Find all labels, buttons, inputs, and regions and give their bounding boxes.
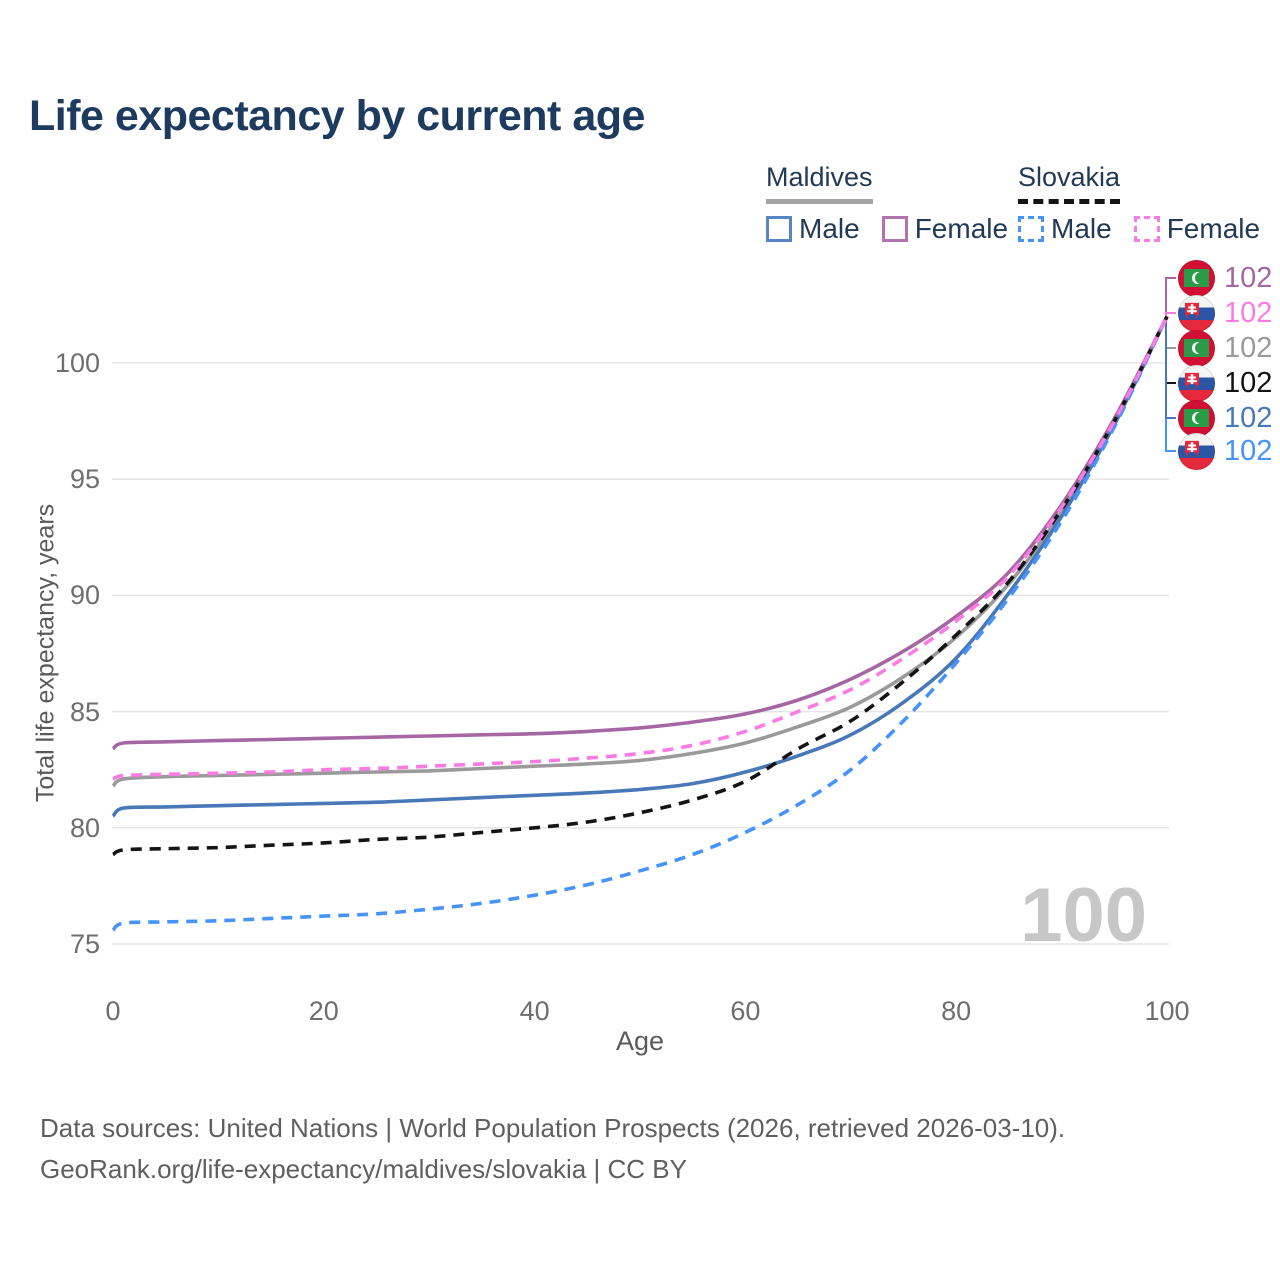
legend-label: Male (799, 213, 860, 244)
y-tick-label: 80 (69, 812, 100, 843)
end-label-maldives-female: 102 (1178, 259, 1272, 297)
footer-link-line: GeoRank.org/life-expectancy/maldives/slo… (40, 1154, 687, 1184)
y-tick-label: 95 (69, 464, 100, 495)
line-maldives-male[interactable] (111, 315, 1169, 818)
end-label-slovakia-both: 102 (1178, 364, 1272, 402)
x-tick-label: 0 (105, 996, 121, 1026)
chart-title: Life expectancy by current age (29, 92, 645, 140)
leader-line (1165, 312, 1176, 317)
maldives-female-swatch-icon (881, 216, 908, 242)
x-tick-label: 100 (1144, 996, 1190, 1026)
y-tick-label: 85 (69, 696, 100, 727)
legend-group-slovakia: Slovakia Male Female (1018, 162, 1260, 245)
slovakia-female-swatch-icon (1133, 216, 1160, 242)
y-axis-title: Total life expectancy, years (31, 503, 60, 803)
slovakia-flag-icon (1178, 294, 1215, 332)
legend-item-slovakia-female[interactable]: Female (1133, 213, 1261, 245)
end-value: 102 (1224, 261, 1273, 294)
x-tick-label: 40 (519, 996, 550, 1026)
end-label-maldives-both: 102 (1178, 329, 1272, 367)
y-tick-label: 90 (69, 580, 100, 611)
y-tick-label: 75 (69, 929, 100, 959)
chart-canvas[interactable] (0, 0, 1280, 1080)
maldives-flag-icon (1178, 259, 1215, 297)
legend-label: Male (1051, 213, 1112, 244)
leader-line (1165, 316, 1176, 349)
y-tick-label: 100 (54, 348, 100, 378)
legend-items-maldives: Male Female (766, 213, 1008, 245)
end-value: 102 (1224, 366, 1273, 399)
line-slovakia-female[interactable] (112, 315, 1169, 781)
end-label-slovakia-female: 102 (1178, 294, 1272, 332)
maldives-flag-icon (1178, 329, 1215, 367)
end-value: 102 (1224, 401, 1273, 434)
slovakia-flag-icon (1178, 364, 1215, 402)
legend-label: Female (914, 213, 1009, 244)
line-maldives-both[interactable] (111, 315, 1169, 788)
leader-line (1165, 316, 1176, 384)
legend-label: Female (1166, 213, 1261, 244)
line-maldives-female[interactable] (111, 315, 1169, 751)
legend-group-maldives: Maldives Male Female (766, 162, 1008, 245)
x-tick-label: 80 (941, 996, 972, 1026)
line-slovakia-both[interactable] (112, 315, 1169, 857)
footer: Data sources: United Nations | World Pop… (40, 1108, 1065, 1190)
maldives-male-swatch-icon (766, 216, 792, 242)
legend-country-slovakia: Slovakia (1018, 162, 1121, 204)
legend-item-maldives-female[interactable]: Female (881, 213, 1009, 245)
legend-country-maldives: Maldives (766, 162, 873, 204)
end-value: 102 (1224, 434, 1273, 467)
legend-item-maldives-male[interactable]: Male (766, 213, 860, 245)
legend-items-slovakia: Male Female (1018, 213, 1260, 245)
leader-line (1165, 316, 1176, 419)
age-counter: 100 (1020, 873, 1147, 958)
line-slovakia-male[interactable] (111, 315, 1169, 932)
end-label-maldives-male: 102 (1178, 399, 1272, 437)
footer-sources-line: Data sources: United Nations | World Pop… (40, 1113, 1066, 1143)
leader-line (1165, 277, 1176, 317)
maldives-flag-icon (1178, 399, 1215, 437)
x-tick-label: 20 (308, 996, 339, 1026)
end-label-slovakia-male: 102 (1178, 432, 1272, 470)
slovakia-male-swatch-icon (1018, 216, 1044, 242)
legend-item-slovakia-male[interactable]: Male (1018, 213, 1112, 245)
end-value: 102 (1224, 331, 1273, 364)
x-tick-label: 60 (730, 996, 761, 1026)
slovakia-flag-icon (1178, 432, 1215, 470)
end-value: 102 (1224, 296, 1273, 329)
x-axis-title: Age (615, 1026, 665, 1056)
